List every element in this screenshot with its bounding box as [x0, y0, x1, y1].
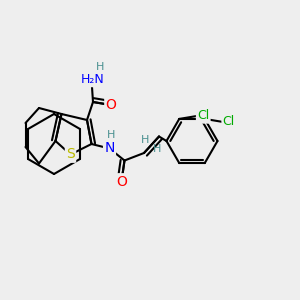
- Text: S: S: [66, 148, 75, 161]
- Text: H₂N: H₂N: [81, 73, 105, 86]
- Text: Cl: Cl: [223, 116, 235, 128]
- Text: H: H: [96, 62, 105, 73]
- Text: H: H: [153, 144, 162, 154]
- Text: H: H: [107, 130, 115, 140]
- Text: H: H: [141, 135, 150, 145]
- Text: Cl: Cl: [197, 110, 209, 122]
- Text: O: O: [116, 175, 127, 188]
- Text: N: N: [104, 142, 115, 155]
- Text: O: O: [106, 98, 116, 112]
